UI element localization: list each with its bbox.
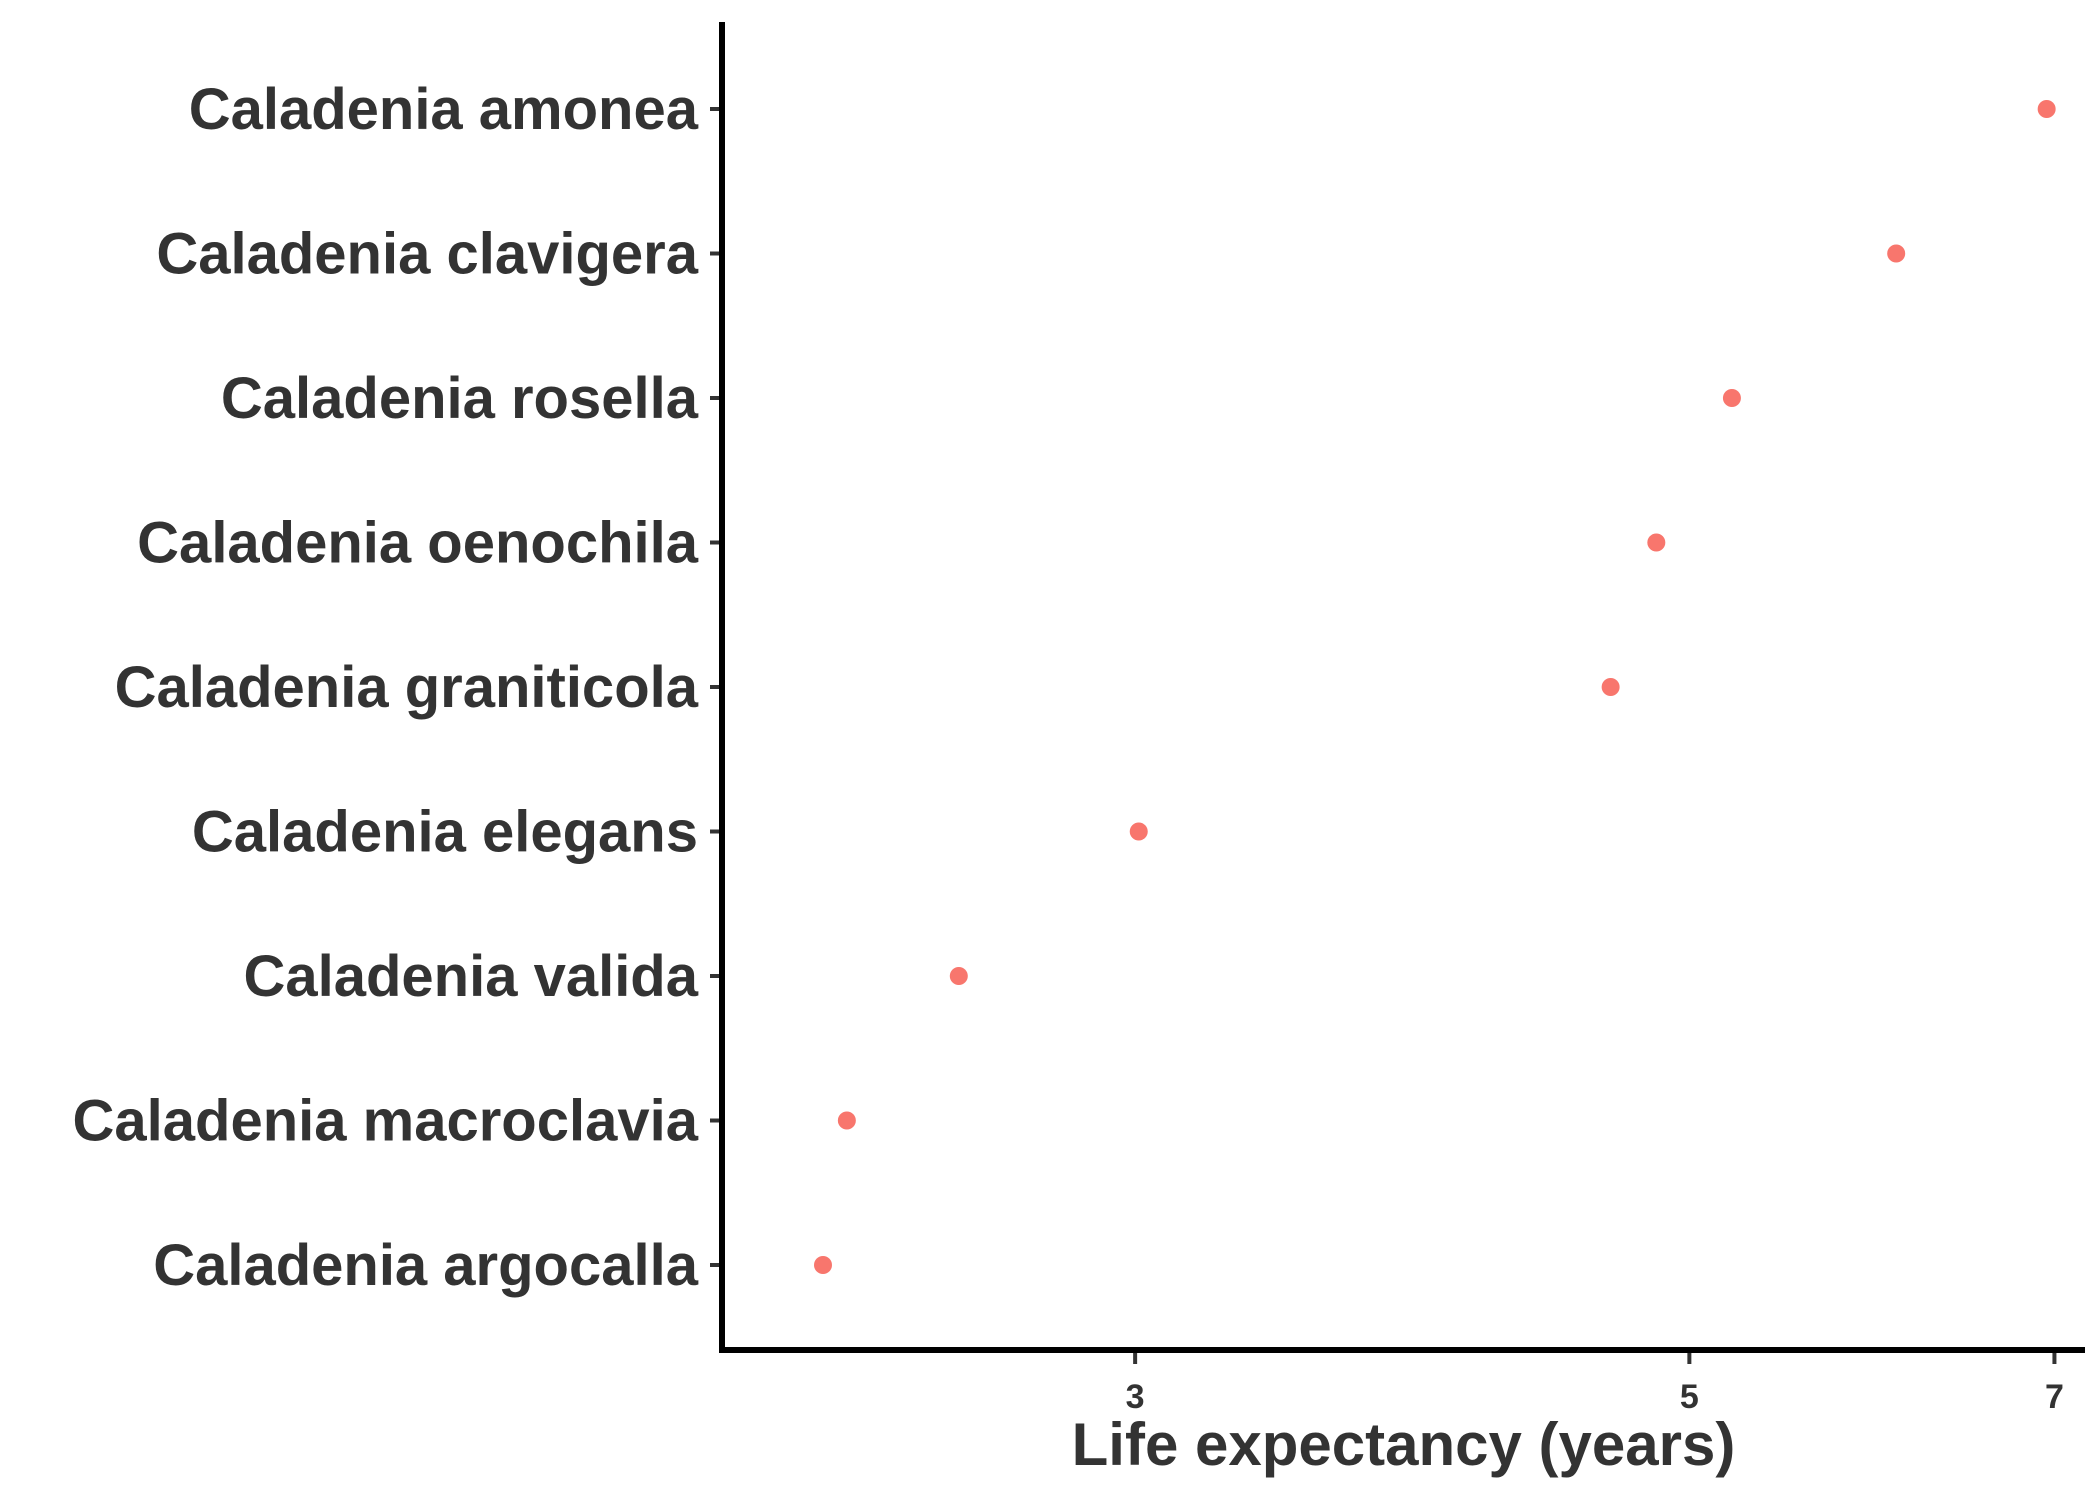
- x-tick-label: 7: [2045, 1378, 2064, 1416]
- data-point: [1601, 678, 1620, 696]
- y-tick-label: Caladenia oenochila: [137, 511, 699, 576]
- data-point: [814, 1256, 833, 1274]
- y-tick-label: Caladenia elegans: [192, 800, 698, 865]
- y-axis-labels: Caladenia amonea Caladenia clavigera Calad…: [73, 77, 699, 1298]
- y-tick-label: Caladenia graniticola: [115, 655, 699, 720]
- y-tick-label: Caladenia clavigera: [156, 222, 698, 287]
- y-tick-label: Caladenia amonea: [189, 77, 699, 142]
- data-points: [814, 100, 2056, 1274]
- y-tick-label: Caladenia rosella: [221, 366, 699, 431]
- y-tick-label: Caladenia macroclavia: [73, 1089, 699, 1154]
- x-tick-label: 5: [1680, 1378, 1699, 1416]
- data-point: [1129, 822, 1148, 841]
- y-axis-ticks: [710, 107, 722, 1267]
- data-point: [2037, 100, 2056, 118]
- y-tick-label: Caladenia valida: [243, 944, 698, 1009]
- x-axis-tick-labels: 3 5 7: [1126, 1378, 2064, 1416]
- data-point: [837, 1111, 856, 1130]
- data-point: [1647, 533, 1666, 552]
- data-point: [1887, 244, 1906, 263]
- y-tick-label: Caladenia argocalla: [153, 1233, 699, 1298]
- x-axis-title: Life expectancy (years): [1072, 1411, 1736, 1478]
- data-point: [1722, 389, 1741, 407]
- data-point: [949, 967, 968, 985]
- x-tick-label: 3: [1126, 1378, 1145, 1416]
